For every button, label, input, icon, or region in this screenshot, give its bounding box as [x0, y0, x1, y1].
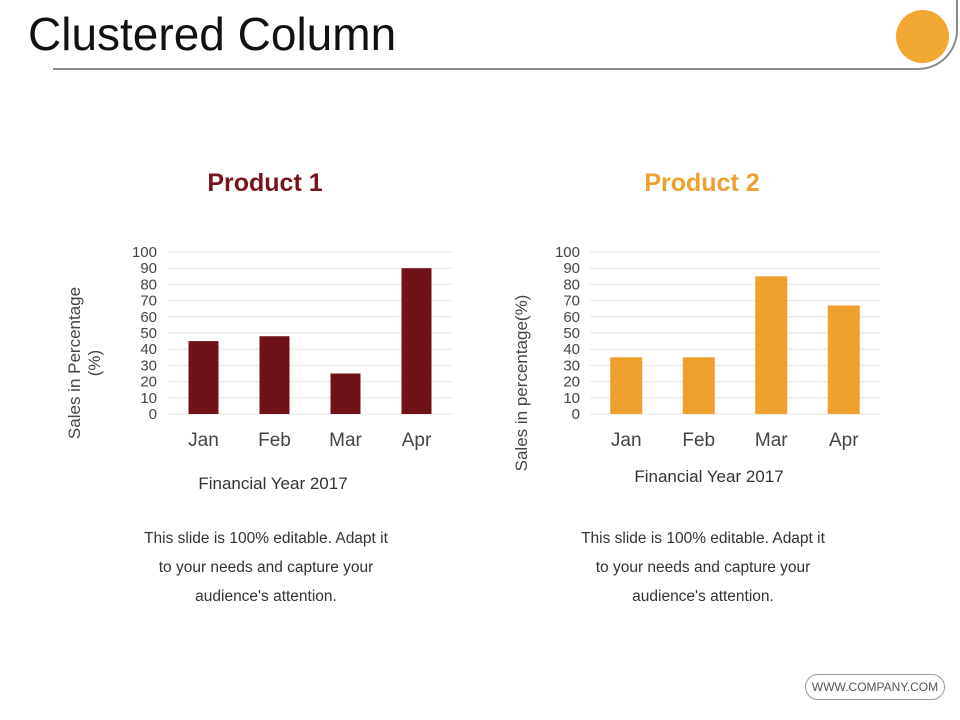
chart2-x-tick-label: Jan — [611, 430, 642, 451]
description-1-line-1: This slide is 100% editable. Adapt it — [144, 530, 388, 547]
chart2-y-tick-label: 100 — [555, 244, 580, 261]
chart1-x-tick-label: Mar — [329, 430, 362, 451]
chart1-y-tick-label: 90 — [140, 260, 157, 277]
description-2-line-3: audience's attention. — [632, 588, 774, 605]
chart2-bar-jan — [610, 357, 643, 414]
chart1-x-axis-label: Financial Year 2017 — [198, 474, 347, 493]
chart2-x-axis-label: Financial Year 2017 — [634, 467, 783, 486]
chart1-y-tick-label: 60 — [140, 309, 157, 326]
description-2-line-1: This slide is 100% editable. Adapt it — [581, 530, 825, 547]
chart1-bar-apr — [401, 268, 432, 414]
chart2-y-tick-label: 50 — [563, 325, 580, 342]
company-url[interactable]: WWW.COMPANY.COM — [805, 674, 945, 700]
chart1-y-tick-label: 20 — [140, 374, 157, 391]
chart1-bar-jan — [188, 341, 219, 414]
description-1: This slide is 100% editable. Adapt it to… — [116, 524, 416, 611]
chart1-y-tick-label: 80 — [140, 276, 157, 293]
chart1-x-tick-label: Apr — [402, 430, 432, 451]
chart2-y-tick-label: 30 — [563, 357, 580, 374]
chart1-y-tick-label: 40 — [140, 341, 157, 358]
description-1-line-2: to your needs and capture your — [158, 559, 374, 576]
chart2-y-tick-label: 80 — [563, 276, 580, 293]
chart2-y-axis-label: Sales in percentage(%) — [512, 295, 531, 472]
chart2-title: Product 2 — [644, 169, 759, 197]
chart1-bar-feb — [259, 336, 290, 414]
chart2-y-tick-label: 20 — [563, 374, 580, 391]
chart2-x-tick-label: Apr — [829, 430, 859, 451]
chart2-y-tick-label: 40 — [563, 341, 580, 358]
title-frame — [53, 0, 958, 70]
chart1-x-tick-label: Feb — [258, 430, 291, 451]
chart2-y-tick-label: 90 — [563, 260, 580, 277]
chart2-x-tick-label: Mar — [755, 430, 788, 451]
chart2-bar-feb — [682, 357, 715, 414]
chart1-y-tick-label: 50 — [140, 325, 157, 342]
chart1-y-tick-label: 30 — [140, 357, 157, 374]
chart2-bar-mar — [755, 276, 788, 414]
chart1-title: Product 1 — [207, 169, 322, 197]
chart1-y-tick-label: 100 — [132, 244, 157, 261]
chart2-x-tick-label: Feb — [682, 430, 715, 451]
chart2-y-tick-label: 60 — [563, 309, 580, 326]
page-title: Clustered Column — [28, 8, 397, 60]
accent-circle — [896, 10, 949, 63]
chart1-bar-mar — [330, 373, 361, 414]
chart1-y-tick-label: 10 — [140, 390, 157, 407]
description-1-line-3: audience's attention. — [195, 588, 337, 605]
description-2-line-2: to your needs and capture your — [595, 559, 811, 576]
chart2-y-tick-label: 70 — [563, 293, 580, 310]
description-2: This slide is 100% editable. Adapt it to… — [553, 524, 853, 611]
chart2-y-tick-label: 10 — [563, 390, 580, 407]
chart1-y-tick-label: 70 — [140, 293, 157, 310]
chart2-bar-apr — [827, 305, 860, 414]
chart1-y-tick-label: 0 — [149, 406, 157, 423]
chart1-y-axis-label: Sales in Percentage — [65, 287, 84, 439]
chart1-x-tick-label: Jan — [188, 430, 219, 451]
chart2-y-tick-label: 0 — [572, 406, 580, 423]
chart1-y-axis-label: (%) — [85, 350, 104, 376]
